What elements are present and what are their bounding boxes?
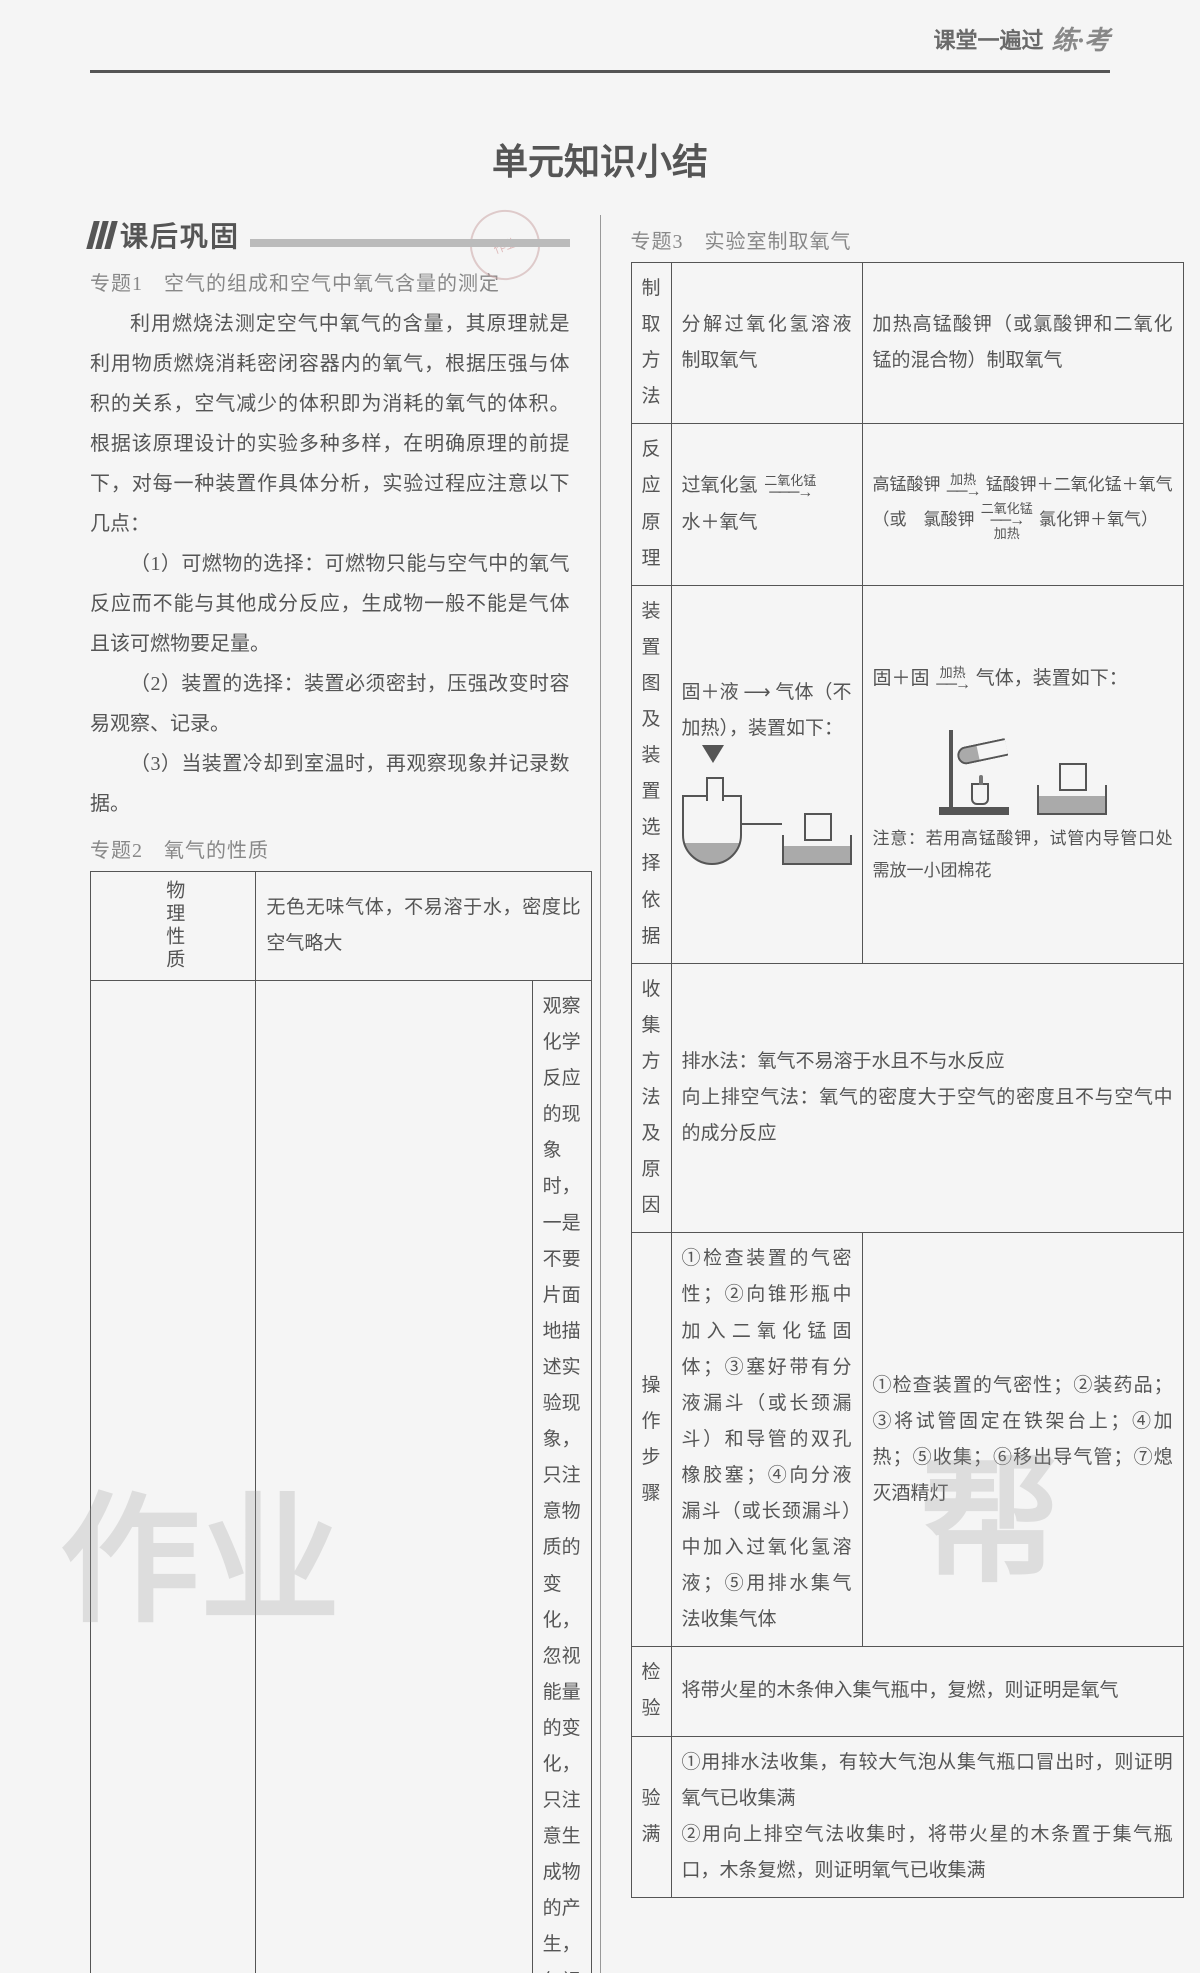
oxygen-properties-table: 物理性质 无色无味气体，不易溶于水，密度比空气略大 化学性质 氧气是一种化学性质… (90, 871, 592, 1973)
topic1-p4: （3）当装置冷却到室温时，再观察现象并记录数据。 (90, 744, 570, 824)
page-title: 单元知识小结 (90, 133, 1110, 185)
collect-body: 排水法：氧气不易溶于水且不与水反应 向上排空气法：氧气的密度大于空气的密度且不与… (671, 963, 1183, 1233)
table-row: 操作步骤 ①检查装置的气密性；②向锥形瓶中加入二氧化锰固体；③塞好带有分液漏斗（… (631, 1233, 1183, 1647)
steps-a: ①检查装置的气密性；②向锥形瓶中加入二氧化锰固体；③塞好带有分液漏斗（或长颈漏斗… (671, 1233, 862, 1647)
table-row: 收集方法及原因 排水法：氧气不易溶于水且不与水反应 向上排空气法：氧气的密度大于… (631, 963, 1183, 1233)
full-body: ①用排水法收集，有较大气泡从集气瓶口冒出时，则证明氧气已收集满 ②用向上排空气法… (671, 1736, 1183, 1897)
row-head-full: 验满 (631, 1736, 671, 1897)
row-head-principle: 反应原理 (631, 424, 671, 585)
apparatus-b-note: 注意：若用高锰酸钾，试管内导管口处需放一小团棉花 (873, 823, 1173, 888)
right-column: 专题3 实验室制取氧气 制取方法 分解过氧化氢溶液制取氧气 加热高锰酸钾（或氯酸… (631, 215, 1111, 1973)
row-head-collect: 收集方法及原因 (631, 963, 671, 1233)
steps-b: ①检查装置的气密性；②装药品；③将试管固定在铁架台上；④加热；⑤收集；⑥移出导气… (862, 1233, 1183, 1647)
test-body: 将带火星的木条伸入集气瓶中，复燃，则证明是氧气 (671, 1647, 1183, 1736)
oxygen-preparation-table: 制取方法 分解过氧化氢溶液制取氧气 加热高锰酸钾（或氯酸钾和二氧化锰的混合物）制… (631, 262, 1184, 1898)
row-head-apparatus: 装置图及装置选择依据 (631, 585, 671, 963)
row-head-chemical: 化学性质 (91, 981, 256, 1973)
two-column-layout: 课后巩固 专题1 空气的组成和空气中氧气含量的测定 利用燃烧法测定空气中氧气的含… (90, 215, 1110, 1973)
row-head-steps: 操作步骤 (631, 1233, 671, 1647)
banner-stripes-icon (90, 221, 114, 249)
table-row: 制取方法 分解过氧化氢溶液制取氧气 加热高锰酸钾（或氯酸钾和二氧化锰的混合物）制… (631, 263, 1183, 424)
table-row: 检验 将带火星的木条伸入集气瓶中，复燃，则证明是氧气 (631, 1647, 1183, 1736)
banner-text: 课后巩固 (120, 215, 240, 255)
topic1-p1: 利用燃烧法测定空气中氧气的含量，其原理就是利用物质燃烧消耗密闭容器内的氧气，根据… (90, 304, 570, 544)
method-a: 分解过氧化氢溶液制取氧气 (671, 263, 862, 424)
arrow-icon: 二氧化锰 ──→ 加热 (981, 502, 1033, 540)
row-head-physical: 物理性质 (91, 872, 256, 981)
apparatus-b: 固＋固 加热──→ 气体，装置如下： 注意：若用高 (862, 585, 1183, 963)
chemical-colB: 观察化学反应的现象时，一是不要片面地描述实验现象，只注意物质的变化，忽视能量的变… (532, 981, 591, 1973)
column-divider (600, 215, 601, 1973)
table-row: 装置图及装置选择依据 固＋液 ⟶ 气体（不加热），装置如下： 固＋固 加热──→… (631, 585, 1183, 963)
header-badge: 练·考 (1051, 20, 1110, 57)
row-head-test: 检验 (631, 1647, 671, 1736)
arrow-icon: 加热──→ (947, 473, 980, 500)
left-column: 课后巩固 专题1 空气的组成和空气中氧气含量的测定 利用燃烧法测定空气中氧气的含… (90, 215, 570, 1973)
arrow-icon: 加热──→ (936, 666, 969, 693)
table-row: 化学性质 氧气是一种化学性质比较活泼的气体，在一定条件下能与许多物质反应，具有氧… (91, 981, 592, 1973)
chemical-colA: 氧气是一种化学性质比较活泼的气体，在一定条件下能与许多物质反应，具有氧化性 木炭… (256, 981, 532, 1973)
apparatus-a: 固＋液 ⟶ 气体（不加热），装置如下： (671, 585, 862, 963)
section-banner: 课后巩固 (90, 215, 570, 255)
apparatus-diagram-a (682, 755, 852, 865)
banner-underline (250, 239, 569, 247)
topic2-label: 专题2 氧气的性质 (90, 834, 570, 863)
row-head-method: 制取方法 (631, 263, 671, 424)
physical-body: 无色无味气体，不易溶于水，密度比空气略大 (256, 872, 591, 981)
apparatus-diagram-b (873, 705, 1173, 815)
table-row: 物理性质 无色无味气体，不易溶于水，密度比空气略大 (91, 872, 592, 981)
topic1-p2: （1）可燃物的选择：可燃物只能与空气中的氧气反应而不能与其他成分反应，生成物一般… (90, 544, 570, 664)
table-row: 验满 ①用排水法收集，有较大气泡从集气瓶口冒出时，则证明氧气已收集满 ②用向上排… (631, 1736, 1183, 1897)
principle-b: 高锰酸钾 加热──→ 锰酸钾＋二氧化锰＋氧气 （或 氯酸钾 二氧化锰 ──→ 加… (862, 424, 1183, 585)
principle-a: 过氧化氢 二氧化锰───→ 水＋氧气 (671, 424, 862, 585)
topic1-p3: （2）装置的选择：装置必须密封，压强改变时容易观察、记录。 (90, 664, 570, 744)
arrow-icon: 二氧化锰───→ (764, 474, 816, 501)
header-right: 课堂一遍过 练·考 (933, 20, 1110, 57)
topic3-label: 专题3 实验室制取氧气 (631, 225, 1111, 254)
header-rule (90, 70, 1110, 73)
header-label: 课堂一遍过 (933, 23, 1043, 55)
method-b: 加热高锰酸钾（或氯酸钾和二氧化锰的混合物）制取氧气 (862, 263, 1183, 424)
table-row: 反应原理 过氧化氢 二氧化锰───→ 水＋氧气 高锰酸钾 加热──→ 锰酸钾＋二… (631, 424, 1183, 585)
